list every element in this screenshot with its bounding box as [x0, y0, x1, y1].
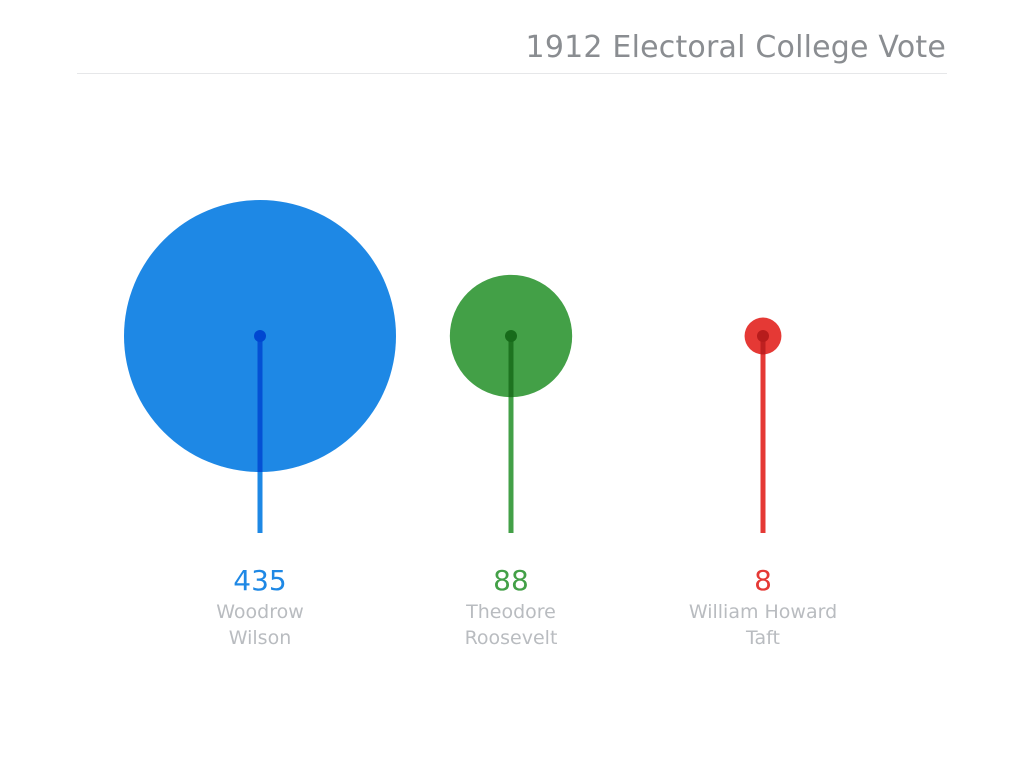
stem-dot-william-howard-taft [757, 330, 769, 342]
stem-dot-woodrow-wilson [254, 330, 266, 342]
name-label-woodrow-wilson-line-1: Woodrow [216, 601, 304, 623]
series-william-howard-taft: 8 William Howard Taft [689, 317, 837, 649]
stem-dot-theodore-roosevelt [505, 330, 517, 342]
series-theodore-roosevelt: 88 Theodore Roosevelt [449, 274, 573, 649]
value-label-woodrow-wilson: 435 [233, 564, 286, 597]
name-label-theodore-roosevelt-line-2: Roosevelt [465, 627, 558, 649]
title-divider [77, 73, 947, 74]
series-woodrow-wilson: 435 Woodrow Wilson [124, 200, 396, 649]
name-label-william-howard-taft-line-1: William Howard [689, 601, 837, 623]
name-label-theodore-roosevelt-line-1: Theodore [465, 601, 556, 623]
name-label-william-howard-taft-line-2: Taft [745, 627, 780, 649]
value-label-theodore-roosevelt: 88 [493, 564, 529, 597]
name-label-woodrow-wilson-line-2: Wilson [229, 627, 292, 649]
chart-title: 1912 Electoral College Vote [525, 30, 946, 65]
value-label-william-howard-taft: 8 [754, 564, 772, 597]
